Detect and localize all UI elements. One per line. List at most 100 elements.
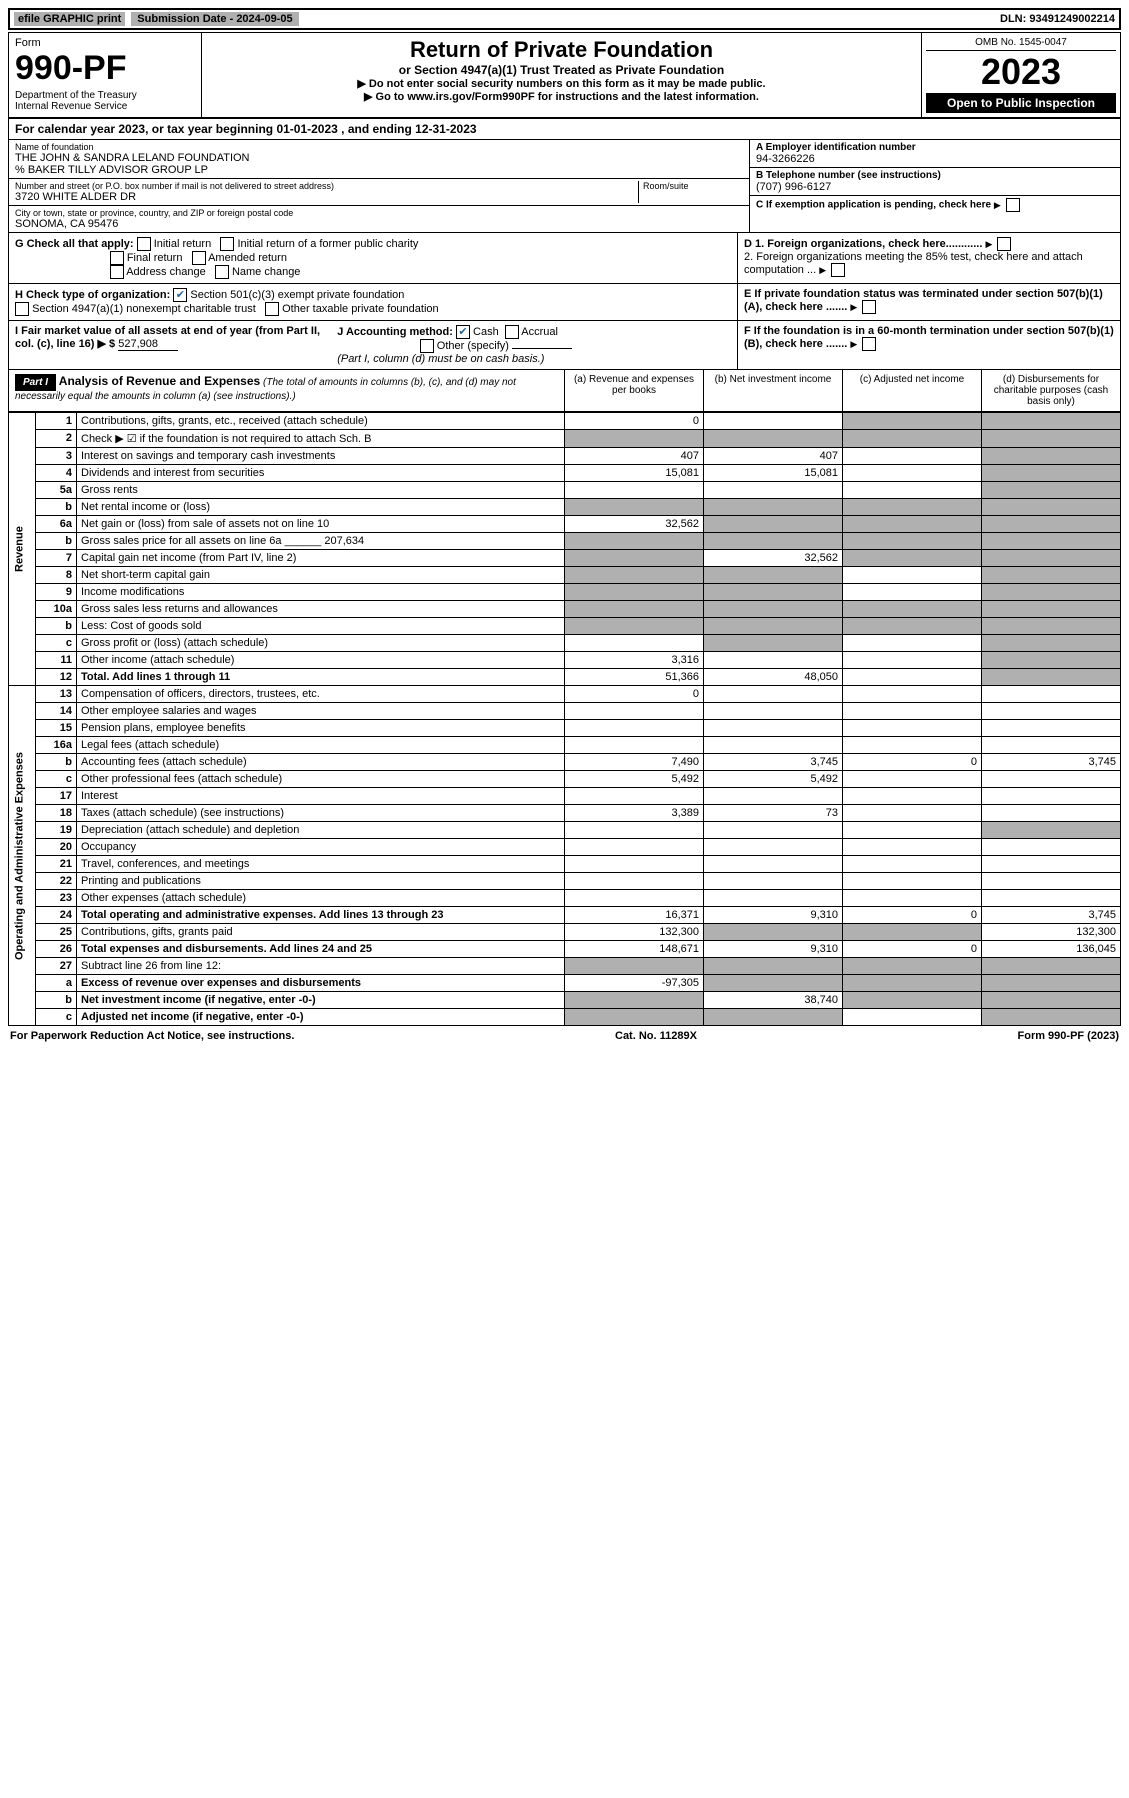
check-cash[interactable]	[456, 325, 470, 339]
amount-cell	[843, 703, 982, 720]
amount-cell	[843, 635, 982, 652]
fmv-value: 527,908	[118, 338, 178, 351]
table-row: cOther professional fees (attach schedul…	[9, 771, 1121, 788]
amount-cell	[843, 430, 982, 448]
amount-cell: 5,492	[704, 771, 843, 788]
line-number: 18	[36, 805, 77, 822]
check-d2[interactable]	[831, 263, 845, 277]
amount-cell	[843, 856, 982, 873]
line-description: Subtract line 26 from line 12:	[77, 958, 565, 975]
check-e[interactable]	[862, 300, 876, 314]
amount-cell	[843, 516, 982, 533]
amount-cell	[843, 822, 982, 839]
amount-cell	[704, 601, 843, 618]
amount-cell	[843, 499, 982, 516]
line-number: 20	[36, 839, 77, 856]
line-description: Net short-term capital gain	[77, 567, 565, 584]
amount-cell	[843, 975, 982, 992]
amount-cell: 0	[565, 686, 704, 703]
line-description: Taxes (attach schedule) (see instruction…	[77, 805, 565, 822]
table-row: aExcess of revenue over expenses and dis…	[9, 975, 1121, 992]
amount-cell	[565, 499, 704, 516]
amount-cell	[982, 890, 1121, 907]
amount-cell	[843, 413, 982, 430]
line-description: Contributions, gifts, grants paid	[77, 924, 565, 941]
check-other-taxable[interactable]	[265, 302, 279, 316]
check-amended[interactable]	[192, 251, 206, 265]
d2-label: 2. Foreign organizations meeting the 85%…	[744, 251, 1083, 276]
amount-cell	[704, 788, 843, 805]
amount-cell	[982, 720, 1121, 737]
e-label: E If private foundation status was termi…	[744, 288, 1103, 313]
part1-header-row: Part I Analysis of Revenue and Expenses …	[8, 370, 1121, 412]
table-row: bAccounting fees (attach schedule)7,4903…	[9, 754, 1121, 771]
amount-cell	[565, 584, 704, 601]
check-name[interactable]	[215, 265, 229, 279]
line-description: Other professional fees (attach schedule…	[77, 771, 565, 788]
amount-cell	[704, 822, 843, 839]
line-description: Occupancy	[77, 839, 565, 856]
header-left: Form 990-PF Department of the Treasury I…	[9, 33, 202, 117]
line-description: Interest on savings and temporary cash i…	[77, 448, 565, 465]
amount-cell	[704, 873, 843, 890]
page-footer: For Paperwork Reduction Act Notice, see …	[8, 1026, 1121, 1046]
department: Department of the Treasury Internal Reve…	[15, 90, 195, 112]
check-501c3[interactable]	[173, 288, 187, 302]
amount-cell	[982, 975, 1121, 992]
line-number: 5a	[36, 482, 77, 499]
amount-cell: 3,745	[704, 754, 843, 771]
check-4947[interactable]	[15, 302, 29, 316]
amount-cell	[704, 839, 843, 856]
line-description: Gross sales less returns and allowances	[77, 601, 565, 618]
line-description: Capital gain net income (from Part IV, l…	[77, 550, 565, 567]
line-number: a	[36, 975, 77, 992]
table-row: 19Depreciation (attach schedule) and dep…	[9, 822, 1121, 839]
amount-cell	[982, 686, 1121, 703]
line-description: Compensation of officers, directors, tru…	[77, 686, 565, 703]
open-to-public: Open to Public Inspection	[926, 93, 1116, 113]
ein-cell: A Employer identification number 94-3266…	[750, 140, 1120, 168]
check-initial[interactable]	[137, 237, 151, 251]
amount-cell: 407	[704, 448, 843, 465]
check-final[interactable]	[110, 251, 124, 265]
check-address[interactable]	[110, 265, 124, 279]
dln: DLN: 93491249002214	[1000, 13, 1115, 25]
form-header: Form 990-PF Department of the Treasury I…	[8, 32, 1121, 119]
amount-cell	[982, 822, 1121, 839]
line-number: 21	[36, 856, 77, 873]
amount-cell	[982, 482, 1121, 499]
table-row: 26Total expenses and disbursements. Add …	[9, 941, 1121, 958]
part1-title: Analysis of Revenue and Expenses	[59, 374, 260, 388]
check-d1[interactable]	[997, 237, 1011, 251]
line-description: Less: Cost of goods sold	[77, 618, 565, 635]
check-accrual[interactable]	[505, 325, 519, 339]
line-description: Total expenses and disbursements. Add li…	[77, 941, 565, 958]
amount-cell	[982, 584, 1121, 601]
amount-cell	[704, 499, 843, 516]
efile-label[interactable]: efile GRAPHIC print	[14, 12, 125, 26]
amount-cell: 132,300	[982, 924, 1121, 941]
col-a-head: (a) Revenue and expenses per books	[564, 370, 703, 411]
amount-cell	[565, 890, 704, 907]
table-row: 8Net short-term capital gain	[9, 567, 1121, 584]
form-ref: Form 990-PF (2023)	[1018, 1030, 1119, 1042]
line-number: 15	[36, 720, 77, 737]
check-other-method[interactable]	[420, 339, 434, 353]
check-initial-former[interactable]	[220, 237, 234, 251]
amount-cell	[565, 601, 704, 618]
amount-cell: 5,492	[565, 771, 704, 788]
amount-cell	[704, 856, 843, 873]
line-number: c	[36, 635, 77, 652]
check-c[interactable]	[1006, 198, 1020, 212]
j-label: J Accounting method:	[337, 326, 453, 338]
check-f[interactable]	[862, 337, 876, 351]
line-number: 13	[36, 686, 77, 703]
amount-cell: 73	[704, 805, 843, 822]
line-description: Gross sales price for all assets on line…	[77, 533, 565, 550]
amount-cell	[843, 584, 982, 601]
amount-cell	[982, 1009, 1121, 1026]
tax-year: 2023	[926, 51, 1116, 93]
line-number: 16a	[36, 737, 77, 754]
amount-cell	[704, 482, 843, 499]
amount-cell	[843, 805, 982, 822]
